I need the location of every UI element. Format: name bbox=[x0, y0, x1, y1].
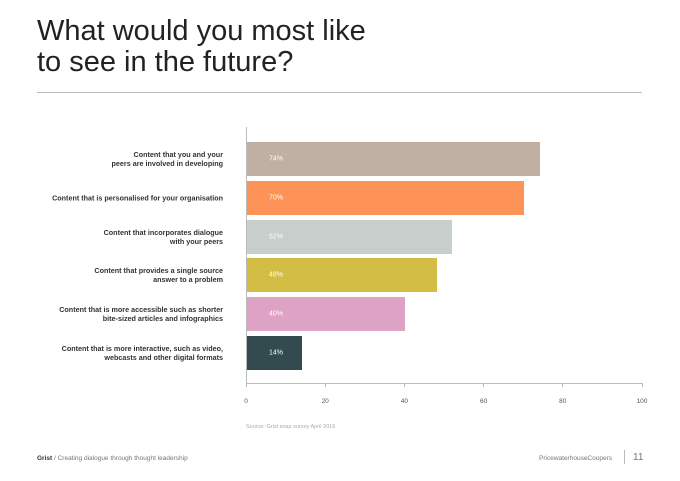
x-tick-label: 20 bbox=[321, 398, 329, 405]
category-label: Content that is personalised for your or… bbox=[52, 193, 223, 203]
bar bbox=[246, 142, 540, 177]
category-label: Content that provides a single source an… bbox=[94, 266, 223, 285]
source: Source: Grist snap survey April 2016 bbox=[246, 424, 336, 430]
x-tick bbox=[324, 383, 326, 387]
x-tick bbox=[483, 383, 485, 387]
x-tick-label: 60 bbox=[479, 398, 488, 405]
x-tick bbox=[641, 383, 643, 387]
brand: Grist bbox=[37, 455, 53, 462]
value-label: 48% bbox=[269, 271, 284, 279]
x-tick-label: 0 bbox=[244, 398, 248, 405]
category-label: Content that you and your peers are invo… bbox=[111, 150, 223, 169]
bar bbox=[246, 297, 405, 331]
bar bbox=[246, 181, 524, 215]
x-tick bbox=[245, 383, 247, 387]
page-number: 11 bbox=[633, 452, 644, 463]
x-tick-label: 40 bbox=[400, 398, 409, 405]
value-label: 40% bbox=[269, 310, 284, 318]
footer-left: Grist / Creating dialogue through though… bbox=[37, 455, 188, 462]
bar bbox=[246, 219, 453, 254]
bar bbox=[246, 258, 437, 293]
category-label: Content that is more accessible such as … bbox=[59, 305, 223, 323]
value-label: 70% bbox=[269, 194, 284, 202]
x-axis bbox=[246, 383, 642, 384]
y-axis bbox=[246, 127, 247, 383]
value-label: 74% bbox=[269, 155, 284, 163]
category-label: Content that is more interactive, such a… bbox=[61, 343, 223, 362]
x-tick-label: 100 bbox=[636, 398, 648, 405]
title: What would you most like to see in the f… bbox=[37, 15, 366, 78]
value-label: 14% bbox=[269, 349, 284, 357]
x-tick bbox=[403, 383, 405, 387]
title-rule bbox=[37, 92, 642, 93]
category-label: Content that incorporates dialogue with … bbox=[103, 227, 223, 246]
tagline: / Creating dialogue through thought lead… bbox=[53, 455, 188, 462]
footer-separator bbox=[624, 450, 625, 464]
company: PricewaterhouseCoopers bbox=[539, 455, 612, 462]
bar bbox=[246, 335, 302, 370]
x-tick-label: 80 bbox=[559, 398, 567, 405]
x-tick bbox=[562, 383, 564, 387]
value-label: 52% bbox=[269, 233, 284, 241]
